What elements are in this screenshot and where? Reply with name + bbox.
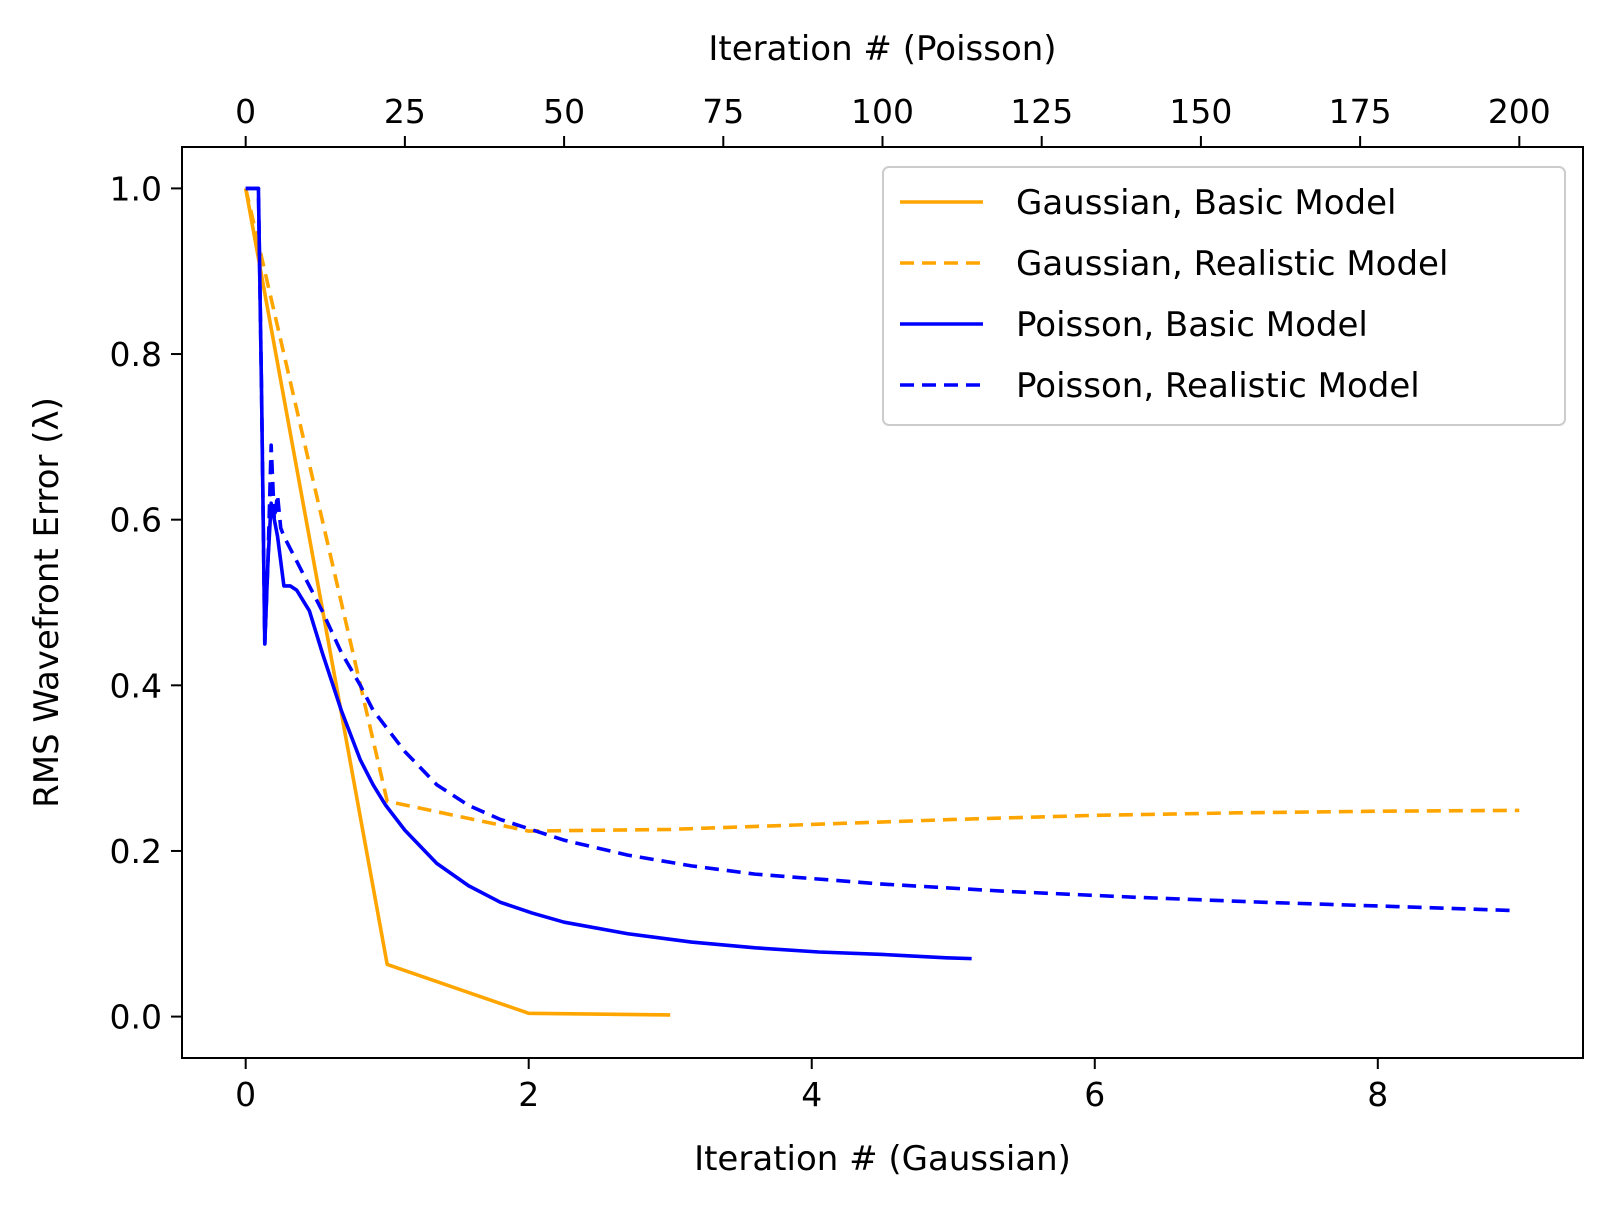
- series-line-3: [245, 186, 972, 961]
- y-tick-label: 1.0: [110, 169, 162, 208]
- legend: Gaussian, Basic Model Gaussian, Realistic…: [882, 166, 1566, 426]
- y-tick-label: 0.8: [110, 335, 162, 374]
- top-x-tick-label: 0: [235, 92, 256, 131]
- top-x-tick-label: 50: [543, 92, 585, 131]
- top-x-tick-label: 150: [1169, 92, 1232, 131]
- y-axis-label: RMS Wavefront Error (λ): [27, 397, 67, 808]
- top-x-tick-label: 125: [1010, 92, 1073, 131]
- legend-label-1: Gaussian, Basic Model: [1016, 183, 1397, 223]
- top-x-tick-label: 100: [851, 92, 914, 131]
- y-tick-label: 0.4: [110, 666, 162, 705]
- plot-lines: [243, 186, 1520, 1017]
- series-line-2: [243, 188, 1520, 833]
- x-tick-label: 6: [1084, 1075, 1105, 1114]
- legend-label-4: Poisson, Realistic Model: [1016, 366, 1420, 406]
- top-x-tick-label: 200: [1488, 92, 1551, 131]
- top-x-axis-label: Iteration # (Poisson): [708, 29, 1056, 69]
- x-tick-label: 8: [1367, 1075, 1388, 1114]
- legend-label-3: Poisson, Basic Model: [1016, 305, 1368, 345]
- x-tick-label: 0: [235, 1075, 256, 1114]
- y-tick-label: 0.6: [110, 501, 162, 540]
- series-line-1: [243, 188, 671, 1017]
- x-tick-label: 2: [518, 1075, 539, 1114]
- legend-label-2: Gaussian, Realistic Model: [1016, 244, 1448, 284]
- y-tick-label: 0.2: [110, 832, 162, 871]
- y-tick-label: 0.0: [110, 998, 162, 1037]
- series-line-4: [245, 186, 1514, 913]
- x-axis-label: Iteration # (Gaussian): [694, 1139, 1071, 1179]
- legend-box: [882, 166, 1566, 426]
- top-x-tick-label: 75: [702, 92, 744, 131]
- ticks: 0 2 4 6 8 0 25 50 75 100 125 150 175 200 0.0 0.2 0.4 0.6 0…: [110, 92, 1551, 1114]
- top-x-tick-label: 175: [1329, 92, 1392, 131]
- top-x-tick-label: 25: [384, 92, 426, 131]
- x-tick-label: 4: [801, 1075, 822, 1114]
